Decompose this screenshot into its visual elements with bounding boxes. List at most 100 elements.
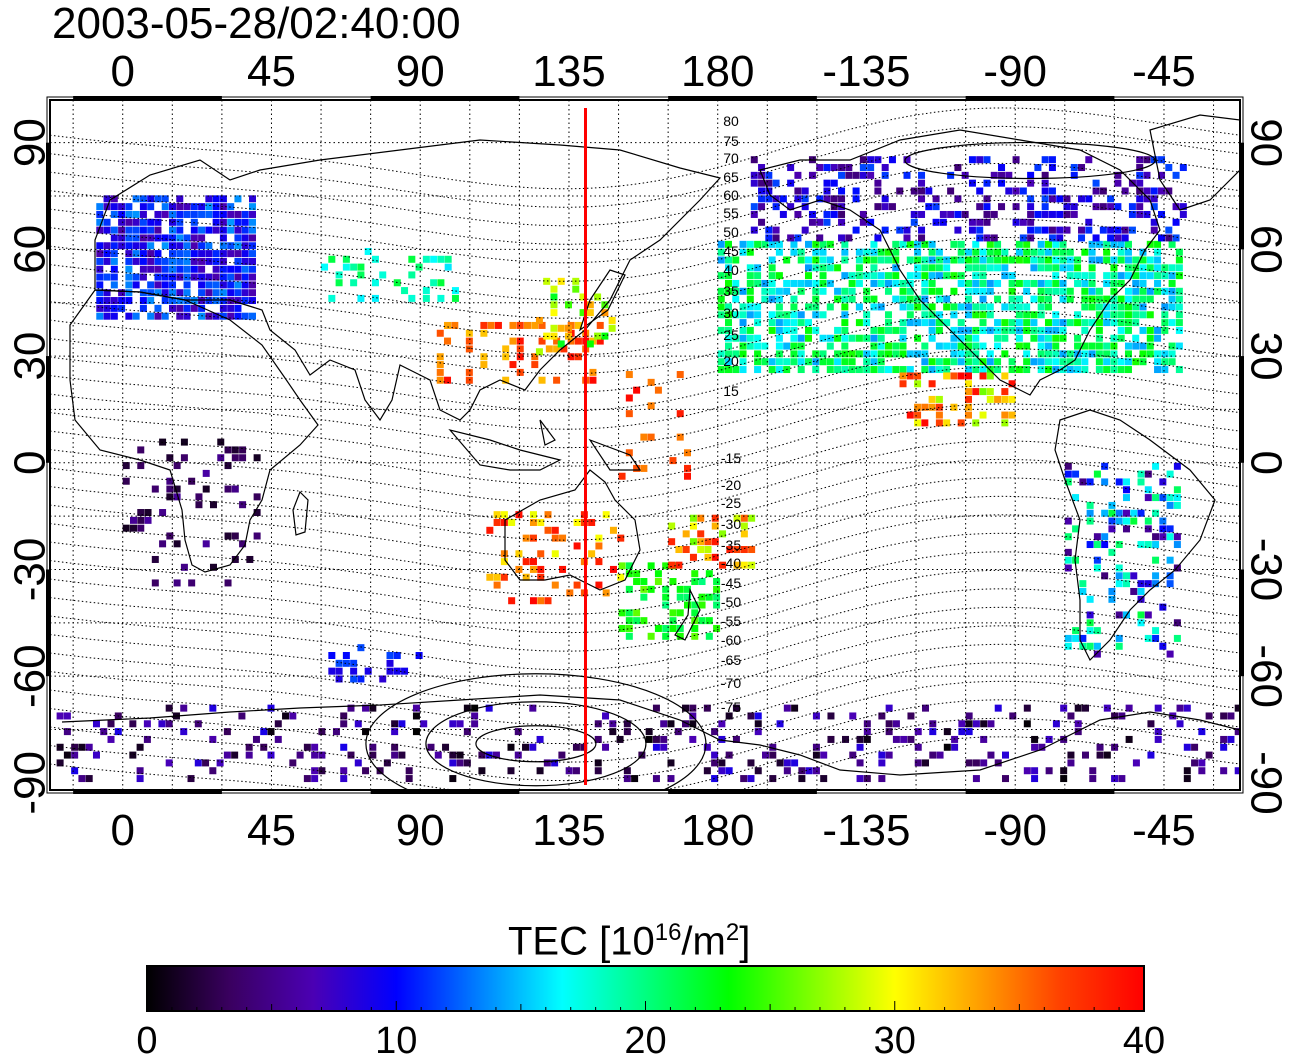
tec-patch	[550, 293, 558, 301]
tec-patch	[129, 524, 137, 532]
tec-patch	[652, 743, 660, 751]
tec-patch	[899, 366, 907, 374]
tec-patch	[903, 156, 911, 164]
lon-tick-label-top: -45	[1132, 47, 1196, 96]
tec-patch	[1146, 334, 1154, 342]
tec-patch	[950, 326, 958, 334]
tec-patch	[1154, 279, 1162, 287]
tec-patch	[957, 256, 965, 264]
tec-patch	[238, 712, 246, 720]
tec-patch	[979, 272, 987, 280]
tec-patch	[227, 242, 235, 250]
tec-patch	[480, 361, 488, 369]
tec-patch	[769, 743, 777, 751]
contour-line	[50, 292, 1240, 375]
tec-patch	[1154, 248, 1162, 256]
tec-patch	[311, 767, 319, 775]
tec-patch	[718, 720, 726, 728]
tec-patch	[783, 767, 791, 775]
tec-patch	[509, 361, 517, 369]
tec-patch	[493, 573, 501, 581]
tec-patch	[1001, 419, 1009, 427]
tec-patch	[1159, 517, 1167, 525]
tec-patch	[640, 593, 648, 601]
tec-patch	[1220, 735, 1228, 743]
tec-patch	[740, 522, 748, 530]
tec-patch	[553, 337, 561, 345]
tec-patch	[1034, 164, 1042, 172]
tec-patch	[972, 279, 980, 287]
tec-patch	[1015, 303, 1023, 311]
tec-patch	[412, 704, 420, 712]
tec-patch	[1023, 303, 1031, 311]
tec-patch	[422, 287, 430, 295]
tec-patch	[812, 350, 820, 358]
tec-patch	[841, 295, 849, 303]
tec-patch	[522, 573, 530, 581]
tec-patch	[758, 203, 766, 211]
tec-patch	[553, 345, 561, 353]
tec-patch	[205, 289, 213, 297]
tec-patch	[493, 518, 501, 526]
tec-patch	[456, 751, 464, 759]
tec-patch	[979, 319, 987, 327]
tec-patch	[964, 372, 972, 380]
tec-patch	[754, 712, 762, 720]
tec-patch	[551, 526, 559, 534]
tec-patch	[827, 712, 835, 720]
tec-patch	[1085, 156, 1093, 164]
tec-patch	[1012, 203, 1020, 211]
tec-patch	[640, 617, 648, 625]
tec-patch	[318, 728, 326, 736]
tec-patch	[932, 195, 940, 203]
tec-patch	[436, 376, 444, 384]
tec-patch	[386, 652, 394, 659]
tec-patch	[667, 775, 675, 783]
tec-patch	[1095, 240, 1103, 248]
tec-patch	[968, 156, 976, 164]
tec-patch	[176, 242, 184, 250]
tec-patch	[1081, 342, 1089, 350]
tec-patch	[928, 272, 936, 280]
tec-patch	[623, 775, 631, 783]
tec-patch	[684, 585, 692, 593]
tec-patch	[248, 312, 256, 320]
tec-patch	[198, 304, 206, 312]
tec-patch	[625, 371, 633, 379]
tec-patch	[972, 303, 980, 311]
tec-patch	[935, 272, 943, 280]
tec-patch	[625, 632, 633, 640]
tec-patch	[543, 277, 551, 285]
tec-patch	[754, 720, 762, 728]
tec-patch	[335, 659, 343, 667]
tec-patch	[1198, 728, 1206, 736]
tec-patch	[596, 337, 604, 345]
tec-patch	[892, 342, 900, 350]
tec-patch	[823, 195, 831, 203]
tec-patch	[881, 164, 889, 172]
tec-patch	[594, 332, 602, 340]
tec-patch	[1111, 743, 1119, 751]
tec-patch	[118, 210, 126, 218]
tec-patch	[768, 311, 776, 319]
tec-patch	[979, 372, 987, 380]
contour-label-south: -50	[721, 594, 741, 610]
tec-patch	[662, 632, 670, 640]
tec-patch	[147, 281, 155, 289]
tec-patch	[1052, 366, 1060, 374]
tec-patch	[826, 358, 834, 366]
tec-patch	[1122, 486, 1130, 494]
tec-patch	[935, 248, 943, 256]
tec-patch	[625, 562, 633, 570]
tec-patch	[1045, 735, 1053, 743]
tec-patch	[529, 558, 537, 566]
tec-patch	[717, 303, 725, 311]
tec-patch	[386, 667, 394, 675]
tec-patch	[859, 171, 867, 179]
tec-patch	[1066, 248, 1074, 256]
tec-patch	[691, 624, 699, 632]
tec-patch	[594, 720, 602, 728]
tec-patch	[983, 218, 991, 226]
tec-patch	[986, 350, 994, 358]
tec-patch	[660, 743, 668, 751]
